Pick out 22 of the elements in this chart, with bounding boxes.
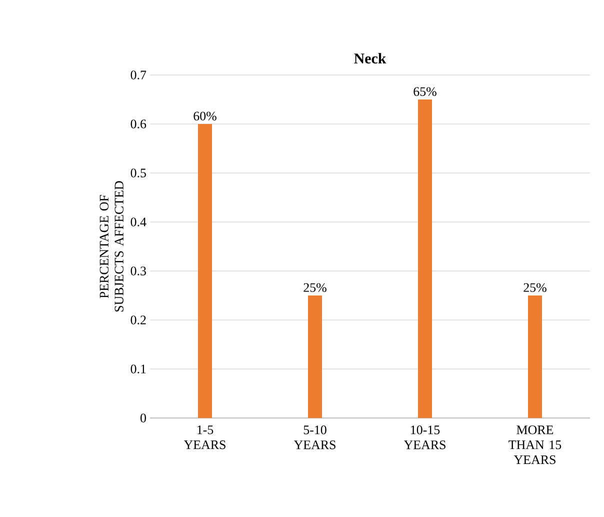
x-tick-label: 5-10 YEARS	[294, 426, 336, 450]
bar	[528, 295, 542, 418]
chart-title: Neck	[354, 53, 386, 64]
data-label: 25%	[304, 283, 326, 292]
y-tick-label: 0.3	[130, 266, 146, 276]
data-label: 60%	[194, 112, 216, 120]
x-tick-label: 10-15 YEARS	[404, 426, 446, 450]
x-tick-label: 1-5 YEARS	[184, 426, 226, 450]
bar	[308, 295, 322, 418]
y-tick-label: 0	[140, 414, 146, 422]
data-label: 25%	[524, 283, 546, 292]
y-tick-label: 0.7	[130, 70, 146, 80]
y-tick-label: 0.6	[130, 120, 146, 128]
x-tick-label: MORE THAN 15 YEARS	[508, 426, 562, 464]
bar	[198, 124, 212, 418]
data-label: 65%	[414, 87, 436, 96]
y-tick-label: 0.2	[130, 316, 146, 324]
bar	[418, 99, 432, 418]
y-tick-label: 0.4	[130, 218, 146, 226]
y-axis-title: PERCENTAGE OF SUBJECTS AFFECTED	[100, 181, 124, 312]
y-tick-label: 0.1	[130, 364, 146, 374]
y-tick-label: 0.5	[130, 168, 146, 178]
